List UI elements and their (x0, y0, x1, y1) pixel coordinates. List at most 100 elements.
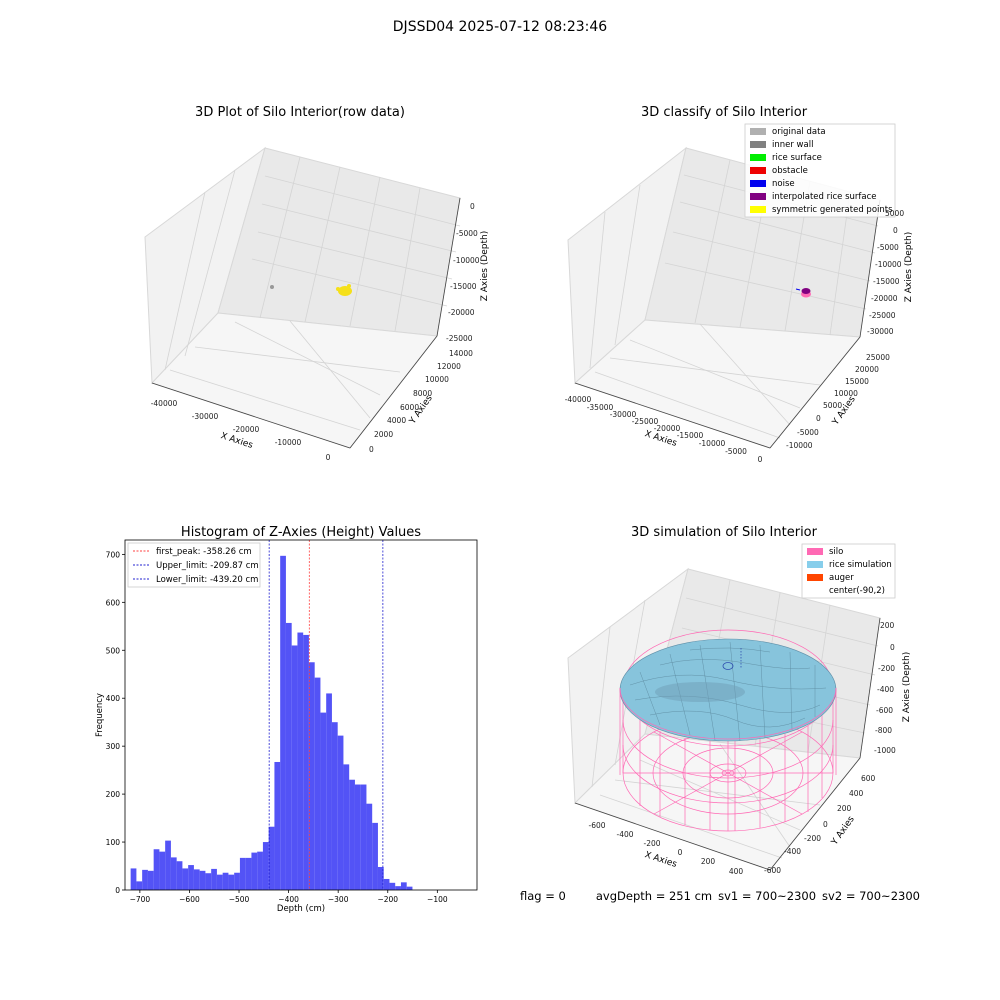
histogram-bar (188, 865, 194, 890)
y-tick-label: 600 (106, 598, 121, 607)
histogram-bar (262, 842, 269, 890)
histogram-bar (360, 784, 367, 890)
legend-swatch (750, 141, 766, 148)
histogram-bar (199, 870, 206, 890)
sim-xlabel: X Axies (643, 850, 678, 870)
classify-ytick: -5000 (797, 428, 819, 437)
histogram-bar (274, 761, 281, 890)
histogram-bar (165, 840, 171, 890)
y-tick-label: 700 (106, 550, 121, 559)
histogram-bar (291, 645, 298, 890)
histogram-bar (337, 735, 344, 890)
histogram-bar (349, 779, 355, 890)
histogram-bar (251, 852, 258, 890)
classify-ztick: -10000 (875, 260, 902, 269)
x-tick-label: −100 (427, 895, 448, 904)
classify-plot-title: 3D classify of Silo Interior (641, 105, 808, 120)
sim-ytick: 0 (823, 820, 828, 829)
classify-ytick: 15000 (845, 377, 869, 386)
histogram-bar (314, 677, 321, 890)
histogram-bar (159, 851, 166, 890)
classify-ztick: -25000 (869, 311, 896, 320)
auger-mark (722, 648, 742, 670)
histogram-bar (234, 872, 240, 890)
x-tick-label: −600 (179, 895, 200, 904)
raw-point (336, 287, 340, 291)
classify-ytick: 20000 (855, 365, 879, 374)
legend-swatch (750, 193, 766, 200)
classify-ztick: 0 (893, 226, 898, 235)
classify-ztick: -30000 (867, 327, 894, 336)
sim-xtick: 200 (701, 857, 716, 866)
legend-swatch (807, 548, 823, 555)
silo-wireframe-top (619, 687, 837, 775)
raw-xlabel: X Axies (219, 431, 254, 451)
histogram-bars (130, 555, 413, 890)
histogram-bar (147, 870, 154, 890)
histogram-legend-box (127, 542, 261, 588)
histogram-bar (297, 632, 304, 890)
raw-ztick: -5000 (456, 229, 478, 238)
legend-swatch (750, 167, 766, 174)
sim-ztick: -200 (878, 664, 895, 673)
raw-3d-points (270, 284, 352, 296)
sim-ytick: 600 (861, 774, 876, 783)
histogram-bar (245, 857, 252, 890)
histogram-bar (326, 693, 332, 890)
raw-ztick: -15000 (450, 282, 477, 291)
legend-label: inner wall (772, 140, 813, 150)
sim-ylabel: Y Axies (829, 814, 857, 847)
histogram-frame (124, 539, 478, 891)
classify-zlabel: Z Axies (Depth) (904, 232, 914, 303)
y-tick-label: 300 (106, 742, 121, 751)
raw-ytick: 12000 (437, 362, 461, 371)
y-tick-label: 400 (106, 694, 121, 703)
raw-point-outlier (270, 285, 274, 289)
y-tick-label: 500 (106, 646, 121, 655)
classify-legend-box (744, 123, 896, 218)
sim-ytick: -400 (784, 847, 801, 856)
histogram-bar (343, 764, 350, 890)
classify-3d-points (795, 288, 811, 298)
raw-point-cluster (338, 286, 352, 296)
legend-swatch (807, 574, 823, 581)
raw-ytick: 14000 (449, 349, 473, 358)
legend-label: rice simulation (829, 560, 892, 570)
histogram-bar (406, 886, 413, 890)
histogram-bar (130, 868, 137, 890)
histogram-bar (211, 868, 217, 890)
classify-ylabel: Y Axies (830, 394, 858, 427)
histogram-bar (377, 866, 384, 890)
sim-zlabel: Z Axies (Depth) (902, 652, 912, 723)
histogram-bar (308, 662, 315, 890)
classify-xtick: -20000 (654, 424, 681, 433)
raw-ytick: 4000 (387, 416, 406, 425)
sv1-text: sv1 = 700~2300 (718, 889, 817, 903)
legend-label: Upper_limit: -209.87 cm (156, 561, 259, 571)
sim-ztick: 200 (880, 621, 895, 630)
classify-ztick: -15000 (873, 277, 900, 286)
status-line: flag = 0 avgDepth = 251 cm sv1 = 700~2300 s… (520, 889, 950, 903)
legend-label: rice surface (772, 153, 822, 163)
histogram-xticks: −700 −600 −500 −400 −300 −200 −100 (130, 890, 448, 904)
legend-label: auger (829, 573, 854, 583)
panel-histogram: Histogram of Z-Axies (Height) Values −70… (95, 525, 478, 914)
histogram-xlabel: Depth (cm) (277, 904, 325, 914)
legend-swatch (750, 206, 766, 213)
panel-raw-3d: 3D Plot of Silo Interior(row data) (144, 105, 490, 462)
legend-swatch (750, 128, 766, 135)
raw-ztick: -20000 (448, 308, 475, 317)
legend-label: symmetric generated points (772, 205, 893, 215)
raw-xtick: -10000 (275, 438, 302, 447)
legend-label: Lower_limit: -439.20 cm (156, 575, 258, 585)
raw-ytick: 8000 (413, 389, 432, 398)
classify-legend: original data inner wall rice surface ob… (744, 123, 896, 218)
histogram-bar (372, 822, 378, 890)
legend-label: interpolated rice surface (772, 192, 877, 202)
avg-depth-text: avgDepth = 251 cm (595, 889, 713, 903)
classify-ytick: 25000 (866, 353, 890, 362)
legend-label: center(-90,2) (829, 586, 885, 596)
classify-ytick: -10000 (786, 441, 813, 450)
histogram-yticks: 0 100 200 300 400 500 600 700 (106, 550, 125, 895)
